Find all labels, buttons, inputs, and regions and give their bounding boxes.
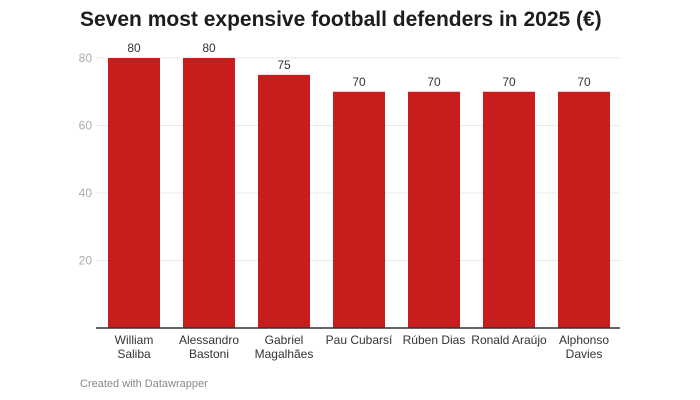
x-tick-label: Alessandro Bastoni xyxy=(179,333,239,361)
bar xyxy=(258,74,310,328)
data-label: 80 xyxy=(202,41,216,55)
y-tick-label: 20 xyxy=(79,254,93,268)
bar xyxy=(483,91,535,328)
data-label: 75 xyxy=(277,58,291,72)
chart-title: Seven most expensive football defenders … xyxy=(80,8,602,31)
bar xyxy=(558,91,610,328)
x-tick-label: William Saliba xyxy=(115,333,154,361)
x-tick-label: Ronald Araújo xyxy=(471,333,547,347)
data-label: 70 xyxy=(352,75,366,89)
x-tick-label: Rúben Dias xyxy=(403,333,466,347)
y-tick-label: 60 xyxy=(79,119,93,133)
x-tick-label: Alphonso Davies xyxy=(559,333,609,361)
x-tick-label: Pau Cubarsí xyxy=(326,333,393,347)
bar xyxy=(183,58,235,328)
data-label: 70 xyxy=(427,75,441,89)
bar xyxy=(333,91,385,328)
bar xyxy=(408,91,460,328)
x-tick-label: Gabriel Magalhães xyxy=(255,333,314,361)
y-tick-label: 40 xyxy=(79,186,93,200)
data-label: 80 xyxy=(127,41,141,55)
bar xyxy=(108,58,160,328)
y-tick-label: 80 xyxy=(79,51,93,65)
data-label: 70 xyxy=(577,75,591,89)
footer-credit: Created with Datawrapper xyxy=(80,378,208,390)
data-label: 70 xyxy=(502,75,516,89)
